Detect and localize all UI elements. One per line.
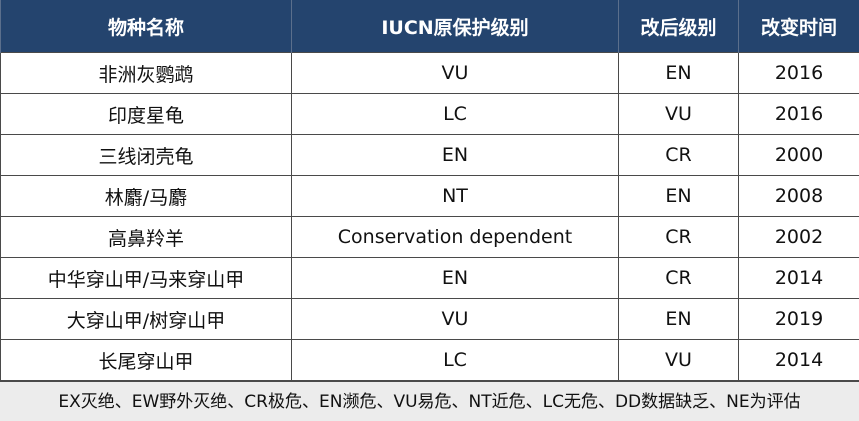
cell-revised-level: EN xyxy=(618,298,739,340)
table-row: 中华穿山甲/马来穿山甲 EN CR 2014 xyxy=(0,257,859,299)
cell-change-year: 2008 xyxy=(738,175,859,217)
table-row: 非洲灰鹦鹉 VU EN 2016 xyxy=(0,52,859,94)
cell-original-level: Conservation dependent xyxy=(291,216,619,258)
cell-change-year: 2000 xyxy=(738,134,859,176)
cell-change-year: 2016 xyxy=(738,52,859,94)
table-header: 物种名称 IUCN原保护级别 改后级别 改变时间 xyxy=(0,0,859,53)
header-revised-level: 改后级别 xyxy=(618,0,739,53)
cell-original-level: EN xyxy=(291,134,619,176)
cell-species: 林麝/马麝 xyxy=(0,175,292,217)
cell-original-level: LC xyxy=(291,339,619,381)
cell-original-level: LC xyxy=(291,93,619,135)
cell-original-level: EN xyxy=(291,257,619,299)
cell-change-year: 2016 xyxy=(738,93,859,135)
cell-revised-level: CR xyxy=(618,257,739,299)
cell-species: 长尾穿山甲 xyxy=(0,339,292,381)
table-row: 林麝/马麝 NT EN 2008 xyxy=(0,175,859,217)
cell-original-level: VU xyxy=(291,298,619,340)
header-species-name: 物种名称 xyxy=(0,0,292,53)
cell-species: 中华穿山甲/马来穿山甲 xyxy=(0,257,292,299)
cell-revised-level: CR xyxy=(618,134,739,176)
cell-change-year: 2014 xyxy=(738,339,859,381)
cell-original-level: NT xyxy=(291,175,619,217)
table-row: 三线闭壳龟 EN CR 2000 xyxy=(0,134,859,176)
cell-change-year: 2019 xyxy=(738,298,859,340)
cell-species: 大穿山甲/树穿山甲 xyxy=(0,298,292,340)
cell-change-year: 2014 xyxy=(738,257,859,299)
cell-revised-level: EN xyxy=(618,175,739,217)
status-legend-footnote: EX灭绝、EW野外灭绝、CR极危、EN濒危、VU易危、NT近危、LC无危、DD数… xyxy=(0,381,859,421)
cell-revised-level: VU xyxy=(618,339,739,381)
cell-change-year: 2002 xyxy=(738,216,859,258)
table-row: 大穿山甲/树穿山甲 VU EN 2019 xyxy=(0,298,859,340)
cell-species: 印度星龟 xyxy=(0,93,292,135)
table-row: 高鼻羚羊 Conservation dependent CR 2002 xyxy=(0,216,859,258)
cell-revised-level: EN xyxy=(618,52,739,94)
table-body: 非洲灰鹦鹉 VU EN 2016 印度星龟 LC VU 2016 三线闭壳龟 E… xyxy=(0,52,859,381)
table-row: 长尾穿山甲 LC VU 2014 xyxy=(0,339,859,381)
iucn-status-table: 物种名称 IUCN原保护级别 改后级别 改变时间 非洲灰鹦鹉 VU EN 201… xyxy=(0,0,859,381)
table-row: 印度星龟 LC VU 2016 xyxy=(0,93,859,135)
cell-species: 三线闭壳龟 xyxy=(0,134,292,176)
cell-species: 非洲灰鹦鹉 xyxy=(0,52,292,94)
cell-revised-level: VU xyxy=(618,93,739,135)
header-change-time: 改变时间 xyxy=(738,0,859,53)
cell-revised-level: CR xyxy=(618,216,739,258)
header-row: 物种名称 IUCN原保护级别 改后级别 改变时间 xyxy=(0,0,859,53)
cell-original-level: VU xyxy=(291,52,619,94)
cell-species: 高鼻羚羊 xyxy=(0,216,292,258)
header-original-iucn-level: IUCN原保护级别 xyxy=(291,0,619,53)
